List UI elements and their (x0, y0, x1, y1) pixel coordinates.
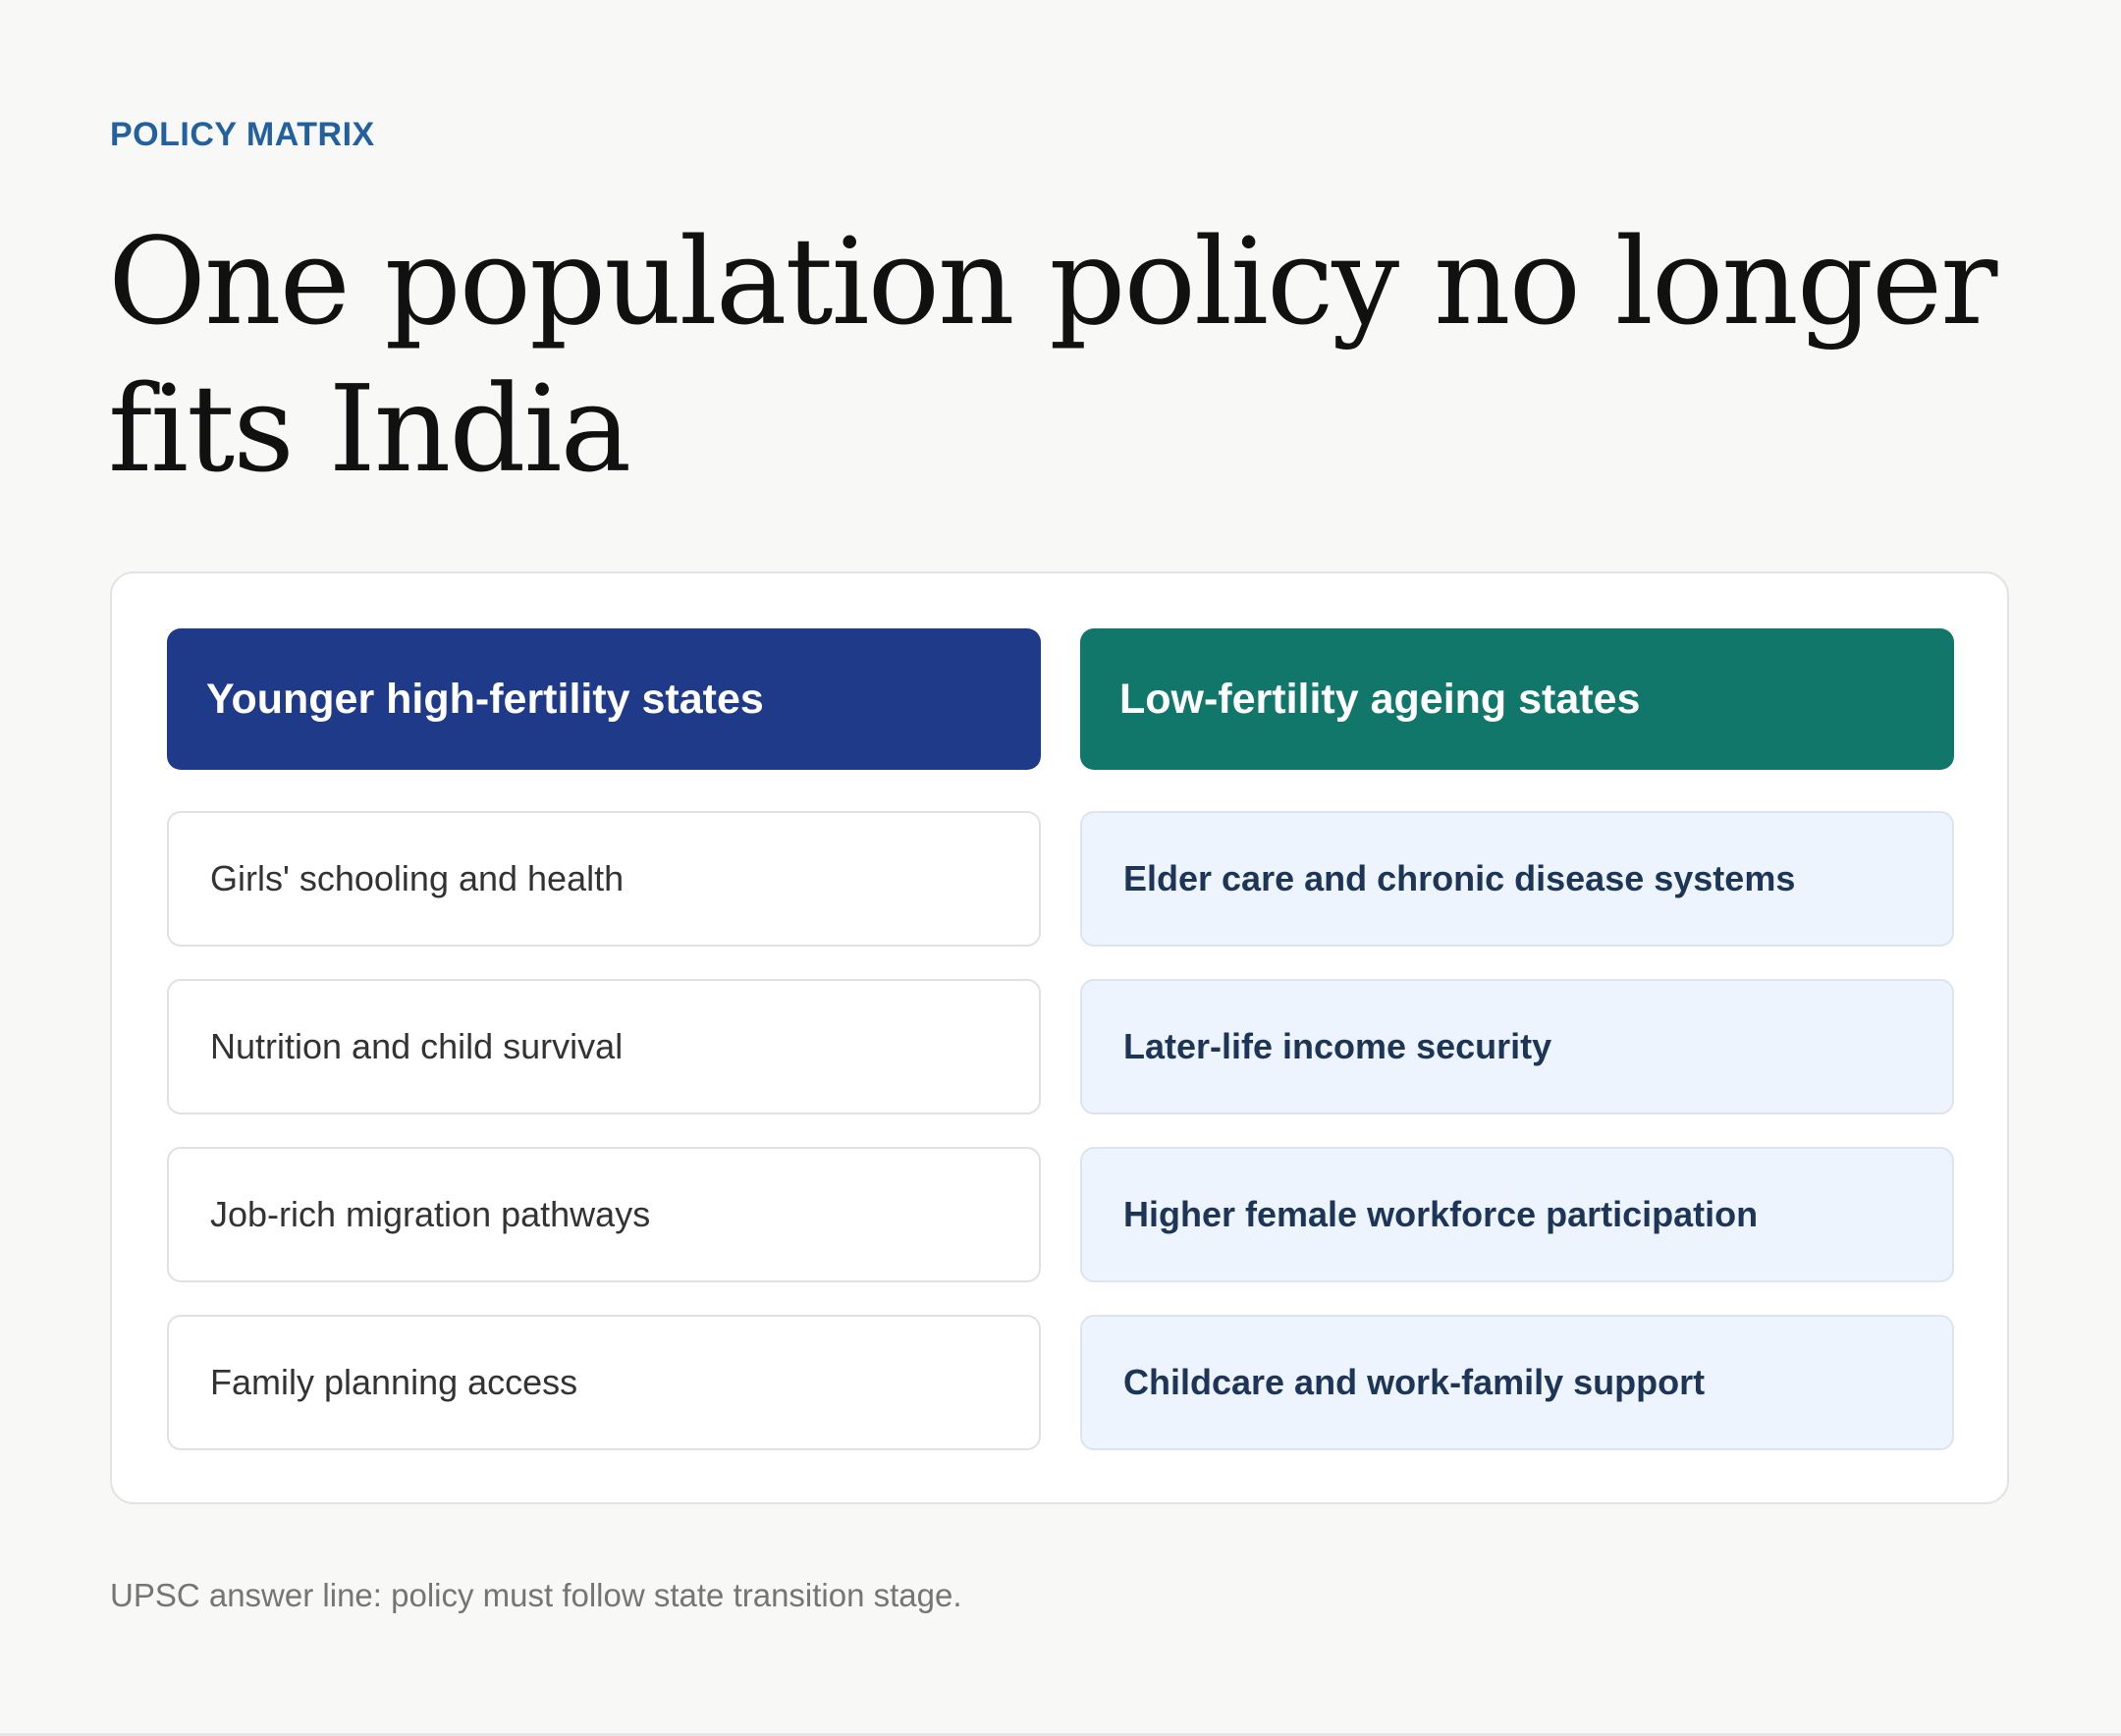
policy-matrix-panel: Younger high-fertility states Low-fertil… (110, 571, 2009, 1504)
matrix-cell-right: Later-life income security (1080, 979, 1954, 1114)
column-header-ageing-states: Low-fertility ageing states (1080, 628, 1954, 770)
column-header-label: Low-fertility ageing states (1119, 675, 1641, 723)
matrix-cell-right: Elder care and chronic disease systems (1080, 811, 1954, 947)
cell-text: Elder care and chronic disease systems (1123, 858, 1796, 898)
cell-text: Job-rich migration pathways (210, 1194, 651, 1234)
page-title: One population policy no longer fits Ind… (108, 212, 1997, 499)
bottom-divider (0, 1733, 2121, 1736)
cell-text: Higher female workforce participation (1123, 1194, 1759, 1234)
matrix-cell-left: Job-rich migration pathways (167, 1147, 1041, 1282)
cell-text: Later-life income security (1123, 1026, 1552, 1066)
matrix-cell-right: Higher female workforce participation (1080, 1147, 1954, 1282)
matrix-cell-left: Girls' schooling and health (167, 811, 1041, 947)
cell-text: Girls' schooling and health (210, 858, 625, 898)
footnote: UPSC answer line: policy must follow sta… (110, 1577, 962, 1613)
column-header-younger-states: Younger high-fertility states (167, 628, 1041, 770)
matrix-cell-left: Family planning access (167, 1315, 1041, 1450)
cell-text: Nutrition and child survival (210, 1026, 624, 1066)
cell-text: Family planning access (210, 1362, 578, 1402)
matrix-cell-left: Nutrition and child survival (167, 979, 1041, 1114)
column-header-label: Younger high-fertility states (206, 675, 764, 723)
matrix-cell-right: Childcare and work-family support (1080, 1315, 1954, 1450)
cell-text: Childcare and work-family support (1123, 1362, 1706, 1402)
eyebrow-label: POLICY MATRIX (110, 116, 375, 153)
